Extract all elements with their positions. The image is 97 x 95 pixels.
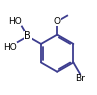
Text: Br: Br	[75, 74, 85, 83]
Text: HO: HO	[8, 17, 21, 26]
Text: B: B	[24, 31, 31, 41]
Text: O: O	[54, 17, 61, 26]
Text: HO: HO	[3, 43, 17, 51]
